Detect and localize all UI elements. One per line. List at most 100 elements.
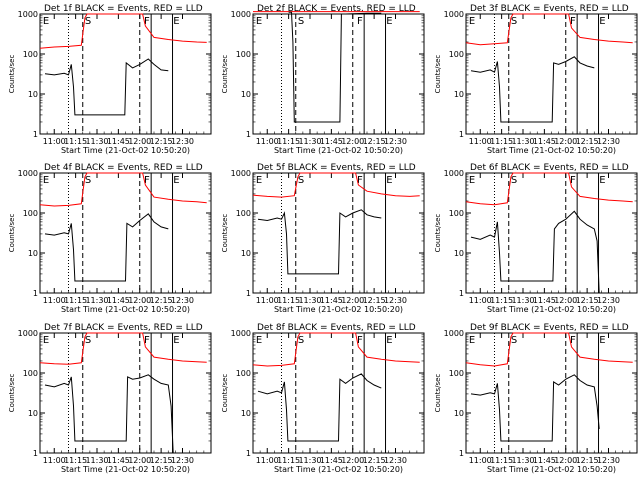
plot-title: Det 9f BLACK = Events, RED = LLD (470, 323, 629, 333)
segment-marker: E (173, 335, 179, 346)
y-tick-label: 1 (33, 449, 38, 458)
y-axis-label: Counts/sec (434, 55, 442, 94)
x-axis-label: Start Time (21-Oct-02 10:50:20) (274, 305, 403, 314)
segment-marker: F (357, 175, 363, 186)
x-tick-label: 12:30 (597, 137, 620, 146)
series-lld-line (39, 332, 207, 365)
series-events-line (470, 56, 595, 123)
y-tick-label: 100 (23, 209, 38, 218)
x-tick-label: 11:15 (64, 456, 87, 465)
x-tick-label: 12:00 (128, 137, 151, 146)
segment-marker: S (511, 335, 517, 346)
segment-marker: F (570, 335, 576, 346)
y-axis-label: Counts/sec (221, 214, 229, 253)
segment-marker: S (85, 16, 91, 27)
x-tick-label: 11:15 (490, 296, 513, 305)
x-tick-label: 11:30 (511, 456, 534, 465)
y-tick-label: 1000 (18, 329, 38, 338)
segment-marker: E (469, 335, 475, 346)
x-tick-label: 11:45 (107, 456, 130, 465)
y-tick-label: 100 (23, 369, 38, 378)
plot-title: Det 8f BLACK = Events, RED = LLD (257, 323, 416, 333)
segment-marker: S (85, 335, 91, 346)
series-lld-line (252, 172, 420, 198)
x-tick-label: 12:30 (171, 456, 194, 465)
x-axis-label: Start Time (21-Oct-02 10:50:20) (487, 305, 616, 314)
x-tick-label: 12:30 (597, 456, 620, 465)
x-tick-label: 12:00 (554, 137, 577, 146)
x-tick-label: 11:30 (85, 296, 108, 305)
segment-marker: F (570, 16, 576, 27)
segment-marker: S (511, 16, 517, 27)
plot-title: Det 3f BLACK = Events, RED = LLD (470, 4, 629, 14)
plot-title: Det 5f BLACK = Events, RED = LLD (257, 163, 416, 173)
segment-marker: S (298, 16, 304, 27)
y-tick-label: 10 (241, 409, 251, 418)
y-tick-label: 10 (241, 249, 251, 258)
y-tick-label: 1 (459, 449, 464, 458)
segment-marker: E (43, 175, 49, 186)
y-tick-label: 1 (33, 130, 38, 139)
y-axis-label: Counts/sec (8, 214, 16, 253)
y-axis-label: Counts/sec (434, 374, 442, 413)
segment-marker: E (386, 175, 392, 186)
y-tick-label: 1000 (231, 329, 251, 338)
y-tick-label: 1000 (444, 329, 464, 338)
x-tick-label: 12:15 (150, 456, 173, 465)
series-events-line (257, 209, 382, 275)
x-tick-label: 12:15 (576, 137, 599, 146)
y-tick-label: 10 (28, 409, 38, 418)
x-tick-label: 11:45 (533, 456, 556, 465)
y-tick-label: 1 (246, 289, 251, 298)
plot-title: Det 4f BLACK = Events, RED = LLD (44, 163, 203, 173)
x-axis-label: Start Time (21-Oct-02 10:50:20) (487, 465, 616, 474)
y-tick-label: 10 (454, 249, 464, 258)
x-tick-label: 12:30 (597, 296, 620, 305)
x-axis-label: Start Time (21-Oct-02 10:50:20) (61, 465, 190, 474)
x-tick-label: 12:30 (384, 296, 407, 305)
y-tick-label: 1000 (444, 10, 464, 19)
y-tick-label: 100 (236, 50, 251, 59)
plot-frame (465, 13, 638, 135)
series-lld-line (465, 172, 633, 206)
x-axis-label: Start Time (21-Oct-02 10:50:20) (487, 146, 616, 155)
plot-panel-9: Det 9f BLACK = Events, RED = LLD 1 10 100 10… (434, 323, 638, 474)
x-tick-label: 11:00 (43, 296, 66, 305)
x-tick-label: 11:30 (511, 296, 534, 305)
segment-marker: S (298, 335, 304, 346)
plot-frame (252, 172, 425, 294)
series-lld-line (39, 13, 207, 49)
y-tick-label: 1000 (231, 10, 251, 19)
segment-marker: E (43, 335, 49, 346)
series-events-line (470, 210, 600, 294)
x-tick-label: 12:00 (341, 456, 364, 465)
x-tick-label: 12:15 (576, 456, 599, 465)
x-tick-label: 11:15 (64, 296, 87, 305)
x-axis-label: Start Time (21-Oct-02 10:50:20) (274, 465, 403, 474)
y-tick-label: 100 (449, 369, 464, 378)
x-tick-label: 11:00 (469, 296, 492, 305)
y-tick-label: 10 (28, 249, 38, 258)
segment-marker: E (43, 16, 49, 27)
x-tick-label: 11:30 (298, 296, 321, 305)
series-events-line (470, 374, 600, 442)
plot-title: Det 1f BLACK = Events, RED = LLD (44, 4, 203, 14)
x-tick-label: 11:30 (85, 137, 108, 146)
series-events-line (44, 58, 169, 116)
x-tick-label: 11:30 (85, 456, 108, 465)
x-tick-label: 12:15 (150, 137, 173, 146)
segment-marker: E (386, 335, 392, 346)
x-tick-label: 11:45 (107, 296, 130, 305)
y-axis-label: Counts/sec (8, 374, 16, 413)
x-tick-label: 12:30 (171, 296, 194, 305)
x-tick-label: 11:45 (320, 137, 343, 146)
segment-marker: F (357, 16, 363, 27)
x-tick-label: 11:00 (469, 137, 492, 146)
segment-marker: F (357, 335, 363, 346)
segment-marker: E (469, 16, 475, 27)
y-tick-label: 100 (449, 209, 464, 218)
series-events-line (44, 374, 174, 454)
x-tick-label: 11:00 (43, 137, 66, 146)
x-tick-label: 12:00 (128, 296, 151, 305)
